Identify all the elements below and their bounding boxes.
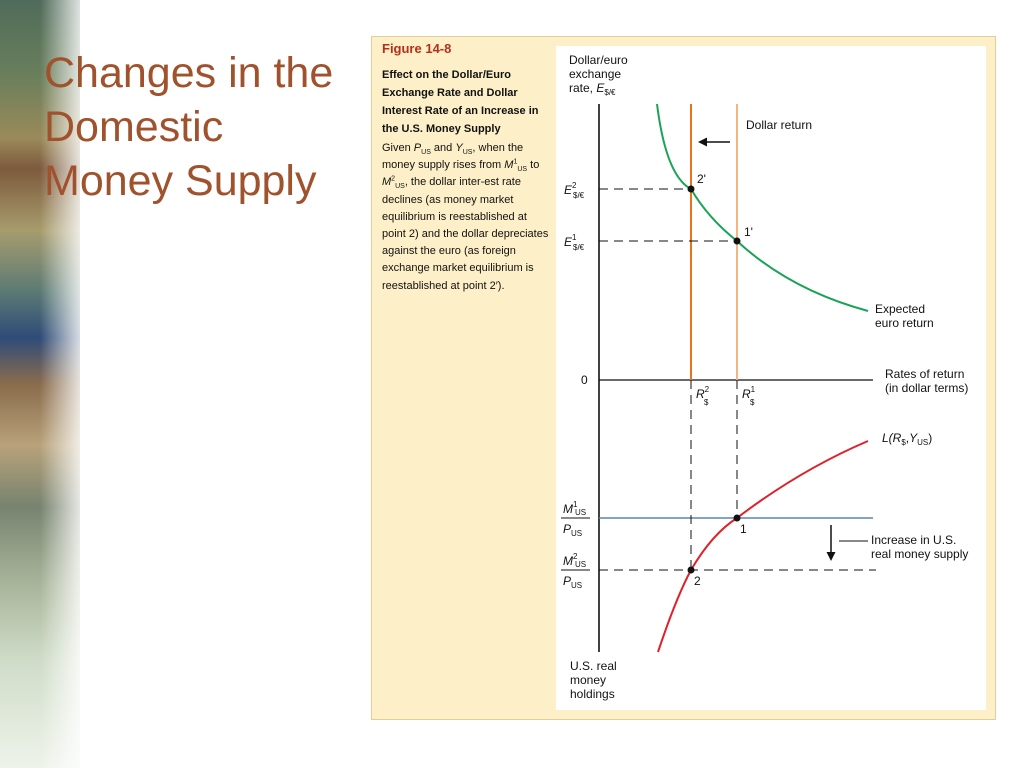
e1-label-sub: $/€ xyxy=(573,243,585,252)
m1-denominator: PUS xyxy=(563,522,582,538)
m1-numerator: M1 xyxy=(563,500,578,516)
dollar-return-label: Dollar return xyxy=(746,118,812,132)
expected-euro-return-curve xyxy=(656,103,869,312)
point-2-prime xyxy=(687,185,695,193)
point-1 xyxy=(733,514,741,522)
figure-number: Figure 14-8 xyxy=(382,41,452,56)
r2-label: R2 xyxy=(696,385,710,401)
y-axis-top-label-1: Dollar/euro xyxy=(569,53,628,67)
y-axis-top-label-3: rate, E$/€ xyxy=(569,81,616,97)
r2-label-sub: $ xyxy=(704,398,709,407)
y-axis-bottom-label-3: holdings xyxy=(570,687,615,701)
diagram-area xyxy=(556,46,986,710)
m2-numerator-sub: US xyxy=(575,560,586,569)
expected-euro-return-label-1: Expected xyxy=(875,302,925,316)
figure-caption: Given PUS and YUS, when the money supply… xyxy=(382,142,549,292)
m2-numerator: M2 xyxy=(563,552,578,568)
increase-label-2: real money supply xyxy=(871,547,968,561)
m2-denominator: PUS xyxy=(563,574,582,590)
increase-label-1: Increase in U.S. xyxy=(871,533,956,547)
x-axis-label-1: Rates of return xyxy=(885,367,964,381)
point-2-label: 2 xyxy=(694,574,701,588)
e2-label-sub: $/€ xyxy=(573,191,585,200)
y-axis-bottom-label-2: money xyxy=(570,673,606,687)
collage-fade xyxy=(40,0,100,768)
figure-title: Effect on the Dollar/Euro Exchange Rate … xyxy=(382,69,539,135)
point-1-prime-label: 1' xyxy=(744,225,753,239)
point-1-label: 1 xyxy=(740,522,747,536)
r1-label: R1 xyxy=(742,385,756,401)
r1-label-sub: $ xyxy=(750,398,755,407)
m1-numerator-sub: US xyxy=(575,508,586,517)
slide-title: Changes in the Domestic Money Supply xyxy=(44,49,334,205)
point-2 xyxy=(687,566,695,574)
money-demand-curve xyxy=(657,440,869,653)
point-2-prime-label: 2' xyxy=(697,172,706,186)
y-axis-top-label-2: exchange xyxy=(569,67,621,81)
point-1-prime xyxy=(733,237,741,245)
zero-label: 0 xyxy=(581,373,588,387)
y-axis-bottom-label-1: U.S. real xyxy=(570,659,617,673)
increase-arrow-head xyxy=(826,552,836,561)
e2-label: E2 xyxy=(564,181,577,197)
x-axis-label-2: (in dollar terms) xyxy=(885,381,968,395)
e1-label: E1 xyxy=(564,233,577,249)
expected-euro-return-label-2: euro return xyxy=(875,316,934,330)
money-demand-label: L(R$,YUS) xyxy=(882,431,932,447)
shift-arrow-head xyxy=(698,137,707,147)
